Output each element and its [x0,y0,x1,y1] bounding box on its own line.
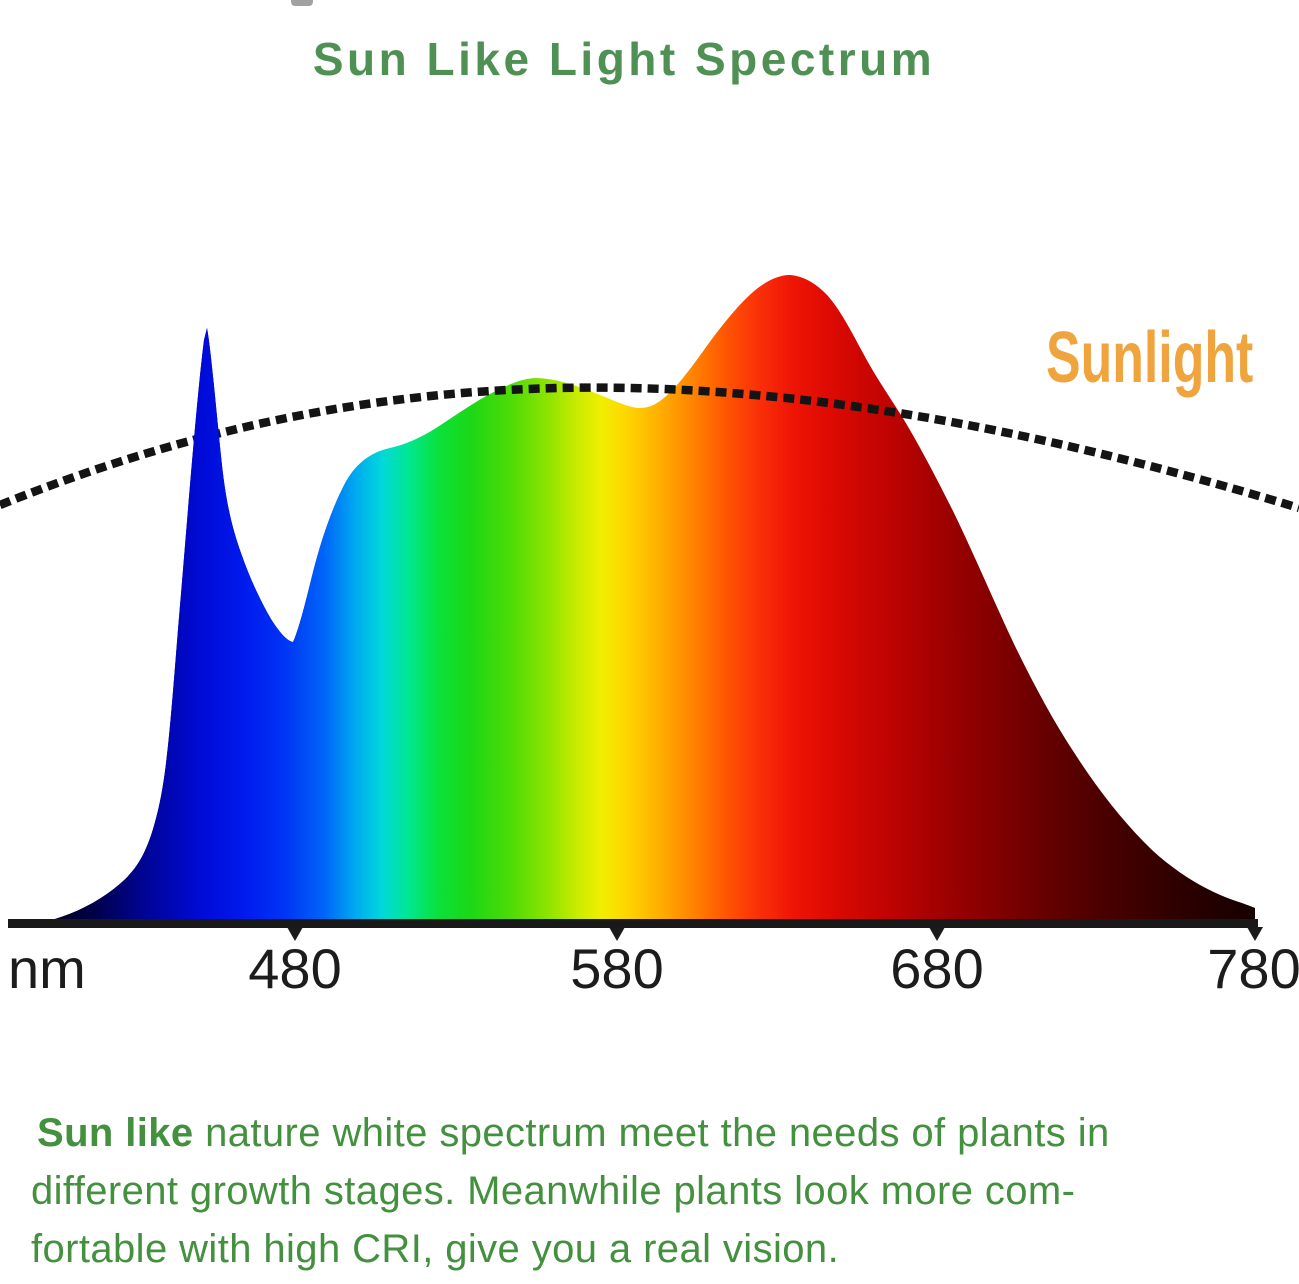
x-axis-line [8,919,1258,928]
sunlight-curve [0,383,1299,513]
x-axis-tick-480 [287,927,303,941]
description-text: Sun like nature white spectrum meet the … [31,1104,1287,1278]
page-title: Sun Like Light Spectrum [312,33,936,85]
x-axis-tick-label-780: 780 [1207,937,1299,1000]
x-axis-tick-580 [609,927,625,941]
description-line-1: Sun like nature white spectrum meet the … [37,1111,1110,1155]
spectrum-blue-peak-overlay [55,328,340,919]
spectrum-chart [0,275,1299,941]
x-axis-tick-780 [1247,927,1263,941]
sunlight-series-label: Sunlight [1046,318,1254,398]
description-line-3: fortable with high CRI, give you a real … [31,1227,840,1271]
description-bold-lead: Sun like [37,1111,194,1155]
x-axis-tick-label-580: 580 [570,937,664,1000]
x-axis-tick-label-680: 680 [890,937,984,1000]
x-axis-tick-label-480: 480 [248,937,342,1000]
spectrum-area [55,275,1255,919]
top-edge-artifact [291,0,313,6]
x-axis-unit-label: nm [8,937,86,1000]
description-line-2: different growth stages. Meanwhile plant… [31,1169,1076,1213]
x-axis-tick-680 [929,927,945,941]
